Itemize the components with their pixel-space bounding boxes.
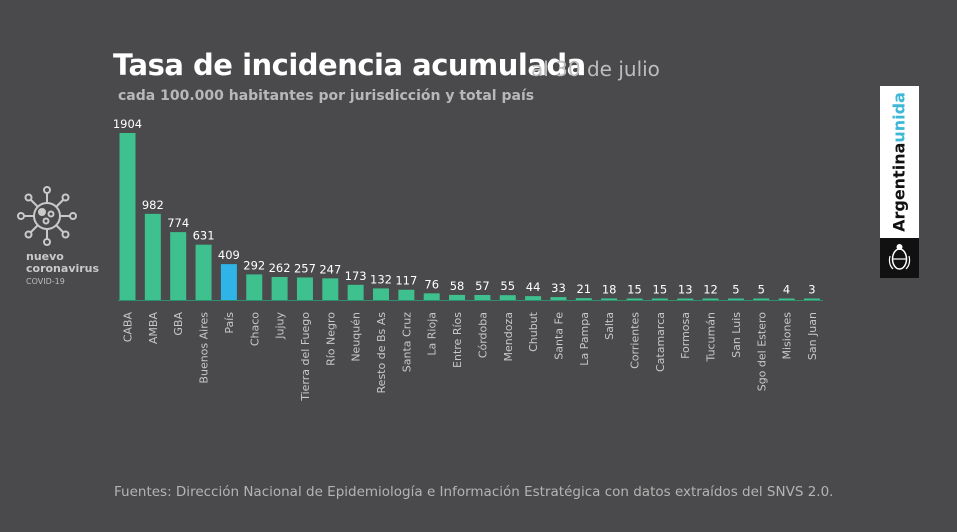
- bar-santa-fe: [550, 297, 567, 300]
- category-label-sgo-del-estero: Sgo del Estero: [755, 312, 768, 392]
- value-label-tierra-del-fuego: 257: [294, 261, 316, 275]
- bar-gba: [170, 232, 187, 300]
- category-label-entre-rios: Entre Ríos: [451, 312, 464, 368]
- value-label-buenos-aires: 631: [193, 229, 215, 243]
- category-label-gba: GBA: [172, 312, 185, 336]
- value-label-chubut: 44: [526, 280, 541, 294]
- category-label-san-luis: San Luis: [730, 312, 743, 358]
- brand-word-unida: unida: [889, 92, 909, 143]
- value-label-resto-de-bs-as: 132: [370, 272, 392, 286]
- bar-misiones: [778, 298, 795, 300]
- value-label-cordoba: 57: [475, 279, 490, 293]
- chart-title: Tasa de incidencia acumulada: [113, 48, 586, 82]
- bar-pais: [220, 264, 237, 300]
- category-label-tierra-del-fuego: Tierra del Fuego: [299, 312, 312, 402]
- bar-tierra-del-fuego: [296, 277, 313, 300]
- bar-san-luis: [727, 298, 744, 300]
- bar-sgo-del-estero: [753, 298, 770, 300]
- value-label-catamarca: 15: [653, 283, 668, 297]
- brand-word-argentina: Argentina: [889, 142, 909, 232]
- category-label-neuquen: Neuquén: [350, 312, 363, 362]
- bar-entre-rios: [449, 294, 466, 300]
- argentina-unida-badge: Argentinaunida: [880, 86, 919, 278]
- value-label-entre-rios: 58: [450, 279, 465, 293]
- value-label-formosa: 13: [678, 283, 693, 297]
- value-label-tucuman: 12: [703, 283, 718, 297]
- bar-buenos-aires: [195, 244, 212, 300]
- value-label-corrientes: 15: [627, 283, 642, 297]
- bar-cordoba: [474, 295, 491, 300]
- bar-mendoza: [499, 295, 516, 300]
- category-label-chubut: Chubut: [527, 311, 540, 352]
- logo-line-covid: COVID-19: [26, 277, 65, 286]
- category-label-misiones: Misiones: [781, 312, 794, 360]
- bar-la-pampa: [575, 298, 592, 300]
- category-label-mendoza: Mendoza: [502, 312, 515, 361]
- value-label-mendoza: 55: [500, 279, 515, 293]
- bar-jujuy: [271, 277, 288, 300]
- value-label-san-juan: 3: [808, 283, 815, 297]
- value-label-pais: 409: [218, 248, 240, 262]
- value-label-la-rioja: 76: [424, 277, 439, 291]
- category-label-rio-negro: Río Negro: [324, 312, 337, 366]
- value-label-caba: 1904: [113, 117, 142, 131]
- bar-san-juan: [803, 298, 820, 300]
- bar-catamarca: [651, 298, 668, 300]
- value-label-neuquen: 173: [345, 269, 367, 283]
- category-label-catamarca: Catamarca: [654, 312, 667, 372]
- category-label-corrientes: Corrientes: [629, 312, 642, 369]
- brand-wordmark: Argentinaunida: [880, 86, 919, 238]
- value-label-misiones: 4: [783, 283, 790, 297]
- category-label-pais: País: [223, 312, 236, 334]
- value-label-santa-cruz: 117: [395, 274, 417, 288]
- category-label-cordoba: Córdoba: [476, 312, 489, 358]
- category-label-chaco: Chaco: [248, 312, 261, 346]
- category-label-santa-fe: Santa Fe: [552, 312, 565, 360]
- category-label-jujuy: Jujuy: [274, 312, 287, 340]
- value-label-sgo-del-estero: 5: [758, 283, 765, 297]
- category-label-buenos-aires: Buenos Aires: [198, 312, 211, 384]
- value-label-rio-negro: 247: [319, 262, 341, 276]
- category-label-salta: Salta: [603, 312, 616, 340]
- chart-date: al 30 de julio: [531, 57, 660, 81]
- logo-line-nuevo: nuevo: [26, 250, 64, 263]
- value-label-amba: 982: [142, 198, 164, 212]
- bar-amba: [144, 213, 161, 300]
- coat-of-arms-icon: [880, 238, 919, 278]
- bar-rio-negro: [322, 278, 339, 300]
- category-label-amba: AMBA: [147, 312, 160, 345]
- bar-corrientes: [626, 298, 643, 300]
- category-label-la-pampa: La Pampa: [578, 312, 591, 366]
- chart-subtitle: cada 100.000 habitantes por jurisdicción…: [118, 88, 535, 104]
- category-label-formosa: Formosa: [679, 312, 692, 359]
- bar-santa-cruz: [398, 289, 415, 300]
- value-label-jujuy: 262: [269, 261, 291, 275]
- coronavirus-icon: [17, 186, 77, 246]
- category-label-santa-cruz: Santa Cruz: [400, 312, 413, 372]
- category-label-caba: CABA: [122, 312, 135, 343]
- bar-neuquen: [347, 284, 364, 300]
- category-label-resto-de-bs-as: Resto de Bs As: [375, 312, 388, 394]
- value-label-salta: 18: [602, 282, 617, 296]
- value-label-la-pampa: 21: [576, 282, 591, 296]
- bar-chart: 1904 CABA 982 AMBA 774 GBA 631 Buenos Aires 409 P…: [113, 117, 823, 402]
- category-label-la-rioja: La Rioja: [426, 312, 439, 356]
- bar-chaco: [246, 274, 263, 300]
- value-label-chaco: 292: [243, 258, 265, 272]
- bar-tucuman: [702, 298, 719, 300]
- bar-salta: [601, 298, 618, 300]
- bar-caba: [119, 133, 136, 300]
- category-label-san-juan: San Juan: [806, 312, 819, 360]
- logo-line-coronavirus: coronavirus: [26, 262, 100, 275]
- bar-la-rioja: [423, 293, 440, 300]
- source-note: Fuentes: Dirección Nacional de Epidemiol…: [114, 484, 834, 500]
- bar-chubut: [525, 296, 542, 300]
- category-label-tucuman: Tucumán: [705, 312, 718, 362]
- bar-resto-de-bs-as: [373, 288, 389, 300]
- value-label-santa-fe: 33: [551, 281, 566, 295]
- value-label-gba: 774: [167, 216, 189, 230]
- bar-formosa: [677, 298, 694, 300]
- value-label-san-luis: 5: [732, 283, 739, 297]
